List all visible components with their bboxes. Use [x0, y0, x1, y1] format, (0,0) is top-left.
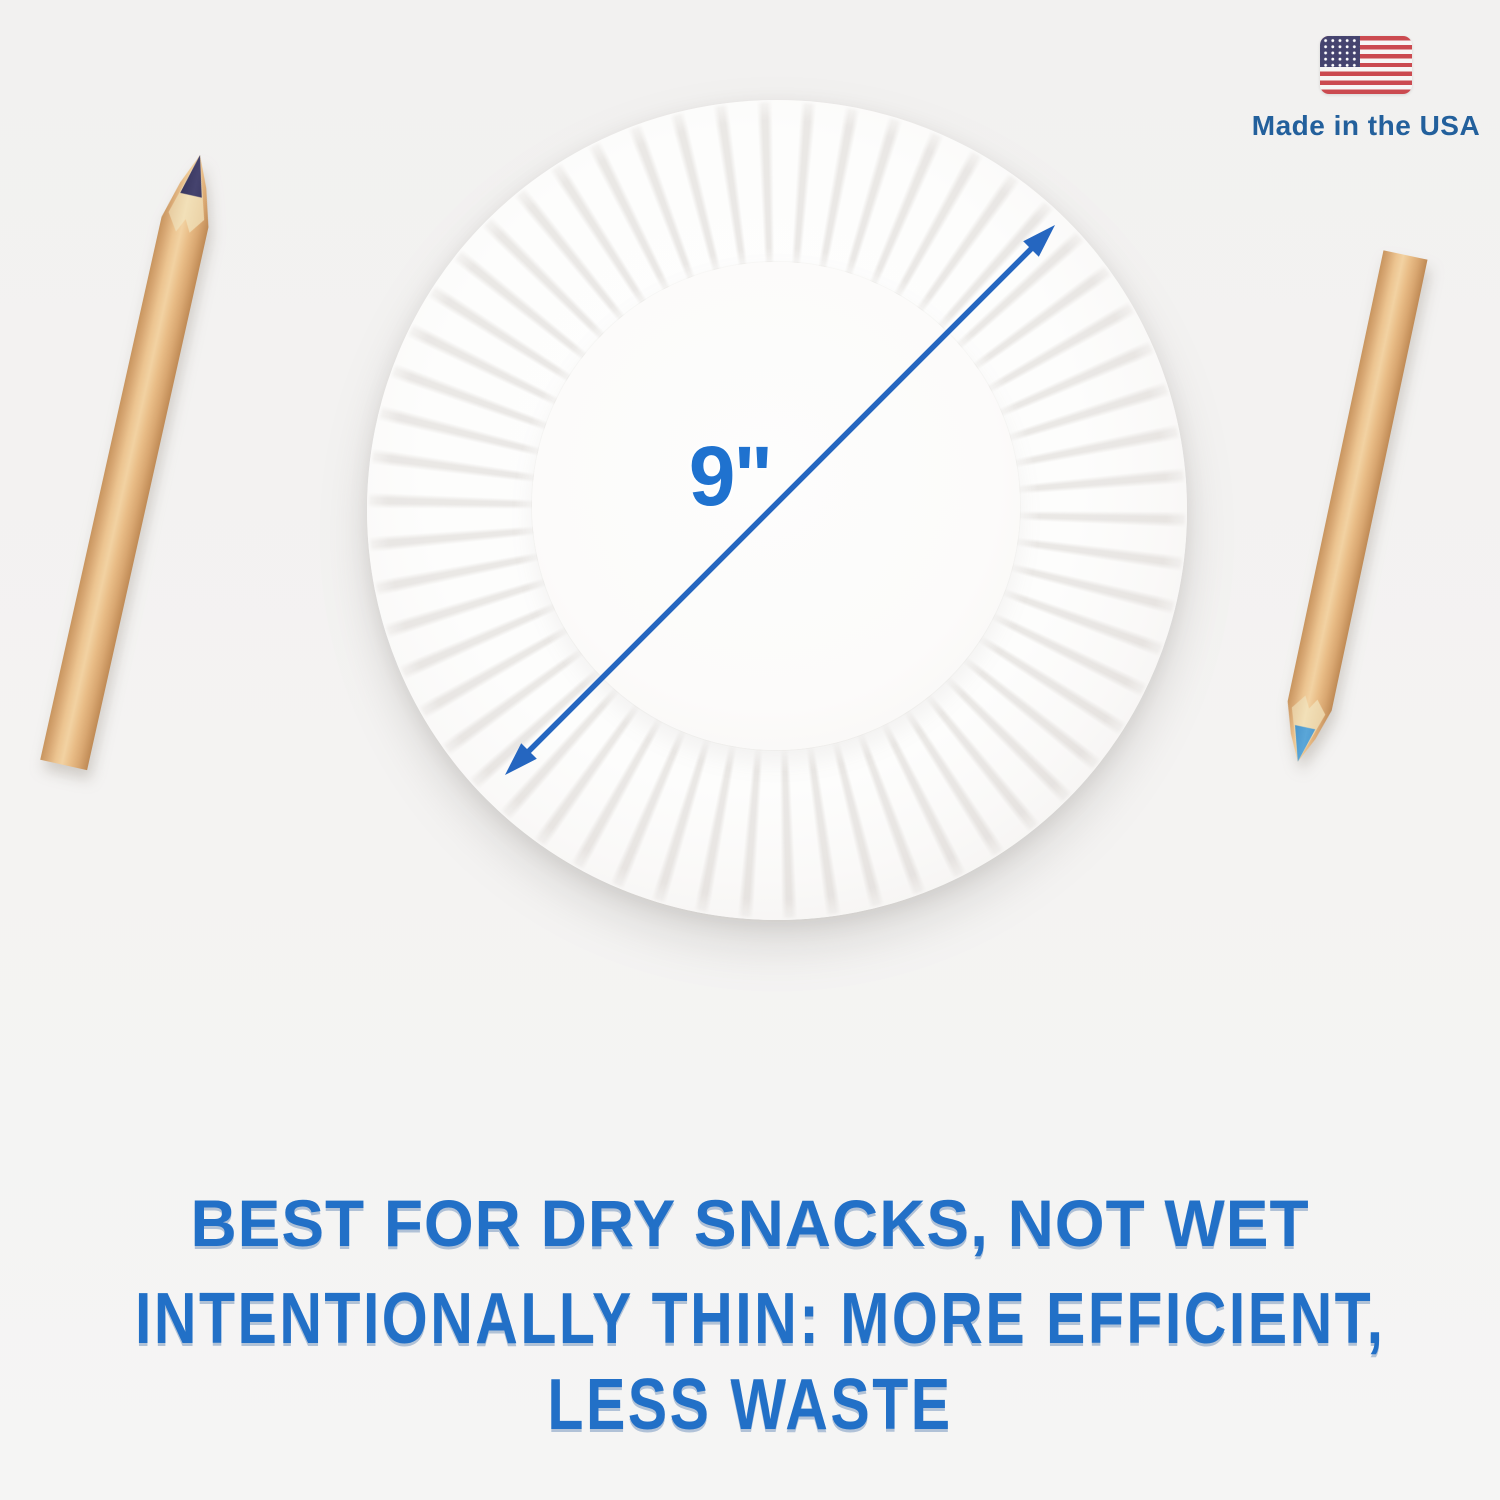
- caption-line-1: BEST FOR DRY SNACKS, NOT WET: [190, 1186, 1310, 1260]
- caption-line-3: LESS WASTE: [547, 1365, 953, 1445]
- caption-line-2: INTENTIONALLY THIN: MORE EFFICIENT,: [135, 1279, 1386, 1359]
- us-flag-canton: [1320, 36, 1360, 68]
- us-flag-icon: [1320, 36, 1412, 94]
- pencil-right-wood-body: [1276, 250, 1428, 766]
- made-in-usa-badge: Made in the USA: [1246, 36, 1486, 142]
- pencil-left-wood-body: [40, 150, 223, 770]
- diameter-label: 9": [688, 429, 774, 523]
- made-in-usa-label: Made in the USA: [1251, 110, 1481, 141]
- pencil-right: [1276, 250, 1428, 766]
- pencil-left: [40, 150, 223, 770]
